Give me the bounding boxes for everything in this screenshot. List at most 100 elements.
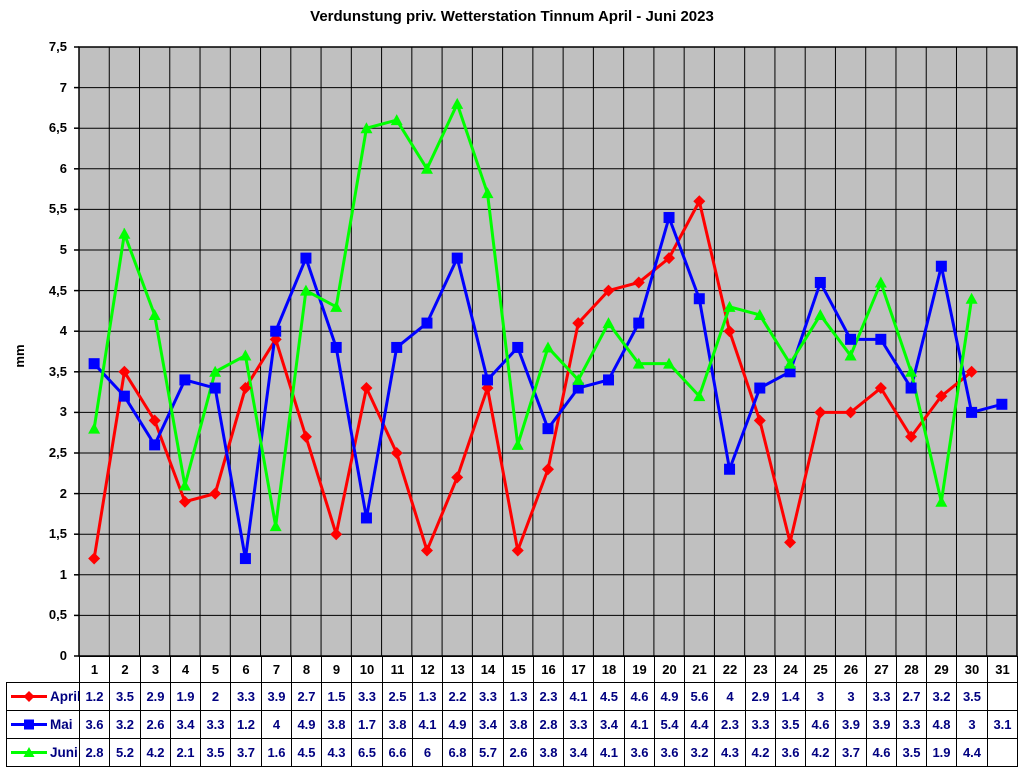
table-value-cell: 3.1 <box>987 710 1018 739</box>
table-value-cell: 3.3 <box>472 682 504 711</box>
table-value-cell: 4.6 <box>866 738 897 767</box>
square-marker-icon <box>88 358 100 370</box>
table-value-cell: 2.7 <box>291 682 322 711</box>
y-tick-label: 2 <box>59 485 67 501</box>
diamond-marker-icon <box>209 487 222 500</box>
triangle-marker-icon <box>874 276 887 288</box>
table-value-cell: 3 <box>805 682 836 711</box>
diamond-marker-icon <box>905 430 918 443</box>
triangle-marker-icon <box>23 747 35 757</box>
triangle-marker-icon <box>814 308 827 320</box>
diamond-marker-icon <box>330 528 343 541</box>
table-value-cell: 4.2 <box>745 738 776 767</box>
table-value-cell: 3.2 <box>926 682 957 711</box>
table-value-cell: 2.1 <box>170 738 201 767</box>
y-tick-label: 0,5 <box>48 607 67 623</box>
triangle-marker-icon <box>935 495 948 507</box>
day-header-cell: 22 <box>714 656 746 683</box>
day-header-cell: 26 <box>835 656 867 683</box>
table-value-cell: 5.2 <box>109 738 141 767</box>
table-value-cell: 1.3 <box>412 682 443 711</box>
table-value-cell <box>987 682 1018 711</box>
y-tick-label: 6,5 <box>48 120 67 136</box>
day-header-cell: 24 <box>775 656 806 683</box>
table-value-cell: 3.9 <box>261 682 292 711</box>
diamond-marker-icon <box>874 382 887 395</box>
table-value-cell: 3.5 <box>775 710 806 739</box>
day-header-cell: 14 <box>472 656 504 683</box>
legend-juni-key-icon <box>11 747 47 757</box>
table-value-cell: 3.8 <box>503 710 534 739</box>
table-value-cell: 2.5 <box>382 682 413 711</box>
table-value-cell: 4.1 <box>593 738 625 767</box>
y-tick-label: 6 <box>59 160 67 176</box>
square-marker-icon <box>330 341 342 353</box>
triangle-marker-icon <box>784 357 797 369</box>
table-value-cell: 2.8 <box>79 738 110 767</box>
series-name: Juni <box>50 745 78 760</box>
triangle-marker-icon <box>330 300 343 312</box>
series-name: Mai <box>50 717 73 732</box>
y-tick-label: 3 <box>59 404 67 420</box>
square-marker-icon <box>875 333 887 345</box>
square-marker-icon <box>300 252 312 264</box>
table-value-cell: 3.5 <box>896 738 927 767</box>
table-value-cell: 6 <box>412 738 443 767</box>
day-header-cell: 17 <box>563 656 594 683</box>
y-tick-label: 1,5 <box>48 526 67 542</box>
table-value-cell: 2.2 <box>442 682 473 711</box>
square-marker-icon <box>481 374 493 386</box>
day-header-cell: 5 <box>200 656 231 683</box>
table-value-cell: 3.7 <box>230 738 262 767</box>
table-value-cell: 2.9 <box>745 682 776 711</box>
table-value-cell: 4.1 <box>412 710 443 739</box>
table-value-cell: 3.3 <box>200 710 231 739</box>
diamond-marker-icon <box>814 406 827 419</box>
day-header-cell: 9 <box>321 656 352 683</box>
diamond-marker-icon <box>572 317 585 330</box>
table-value-cell: 3.3 <box>866 682 897 711</box>
triangle-marker-icon <box>723 300 736 312</box>
table-value-cell: 1.9 <box>926 738 957 767</box>
diamond-marker-icon <box>118 365 131 378</box>
square-marker-icon <box>239 553 251 565</box>
diamond-marker-icon <box>420 544 433 557</box>
table-value-cell: 3.8 <box>533 738 564 767</box>
diamond-marker-icon <box>723 325 736 338</box>
table-value-cell: 2.6 <box>140 710 171 739</box>
triangle-marker-icon <box>602 317 615 329</box>
square-marker-icon <box>270 325 282 337</box>
table-value-cell: 1.9 <box>170 682 201 711</box>
table-value-cell: 3.5 <box>109 682 141 711</box>
diamond-marker-icon <box>148 414 161 427</box>
square-marker-icon <box>724 463 736 475</box>
table-value-cell: 3.6 <box>775 738 806 767</box>
table-value-cell: 3.4 <box>472 710 504 739</box>
triangle-marker-icon <box>905 365 918 377</box>
triangle-marker-icon <box>965 292 978 304</box>
triangle-marker-icon <box>451 97 464 109</box>
triangle-marker-icon <box>481 187 494 199</box>
table-value-cell: 3.3 <box>745 710 776 739</box>
table-value-cell: 5.6 <box>684 682 715 711</box>
table-value-cell: 4.9 <box>291 710 322 739</box>
y-tick-label: 4 <box>59 323 67 339</box>
day-header-cell: 6 <box>230 656 262 683</box>
table-value-cell: 3.4 <box>170 710 201 739</box>
day-header-cell: 12 <box>412 656 443 683</box>
square-marker-icon <box>209 382 221 394</box>
day-header-cell: 16 <box>533 656 564 683</box>
legend-mai: Mai <box>6 710 80 739</box>
table-value-cell: 1.2 <box>79 682 110 711</box>
triangle-marker-icon <box>148 308 161 320</box>
table-value-cell: 3.7 <box>835 738 867 767</box>
triangle-marker-icon <box>693 390 706 402</box>
diamond-marker-icon <box>965 365 978 378</box>
table-value-cell: 4.1 <box>563 682 594 711</box>
table-value-cell: 4.2 <box>140 738 171 767</box>
table-value-cell: 1.4 <box>775 682 806 711</box>
table-value-cell: 3.3 <box>563 710 594 739</box>
triangle-marker-icon <box>360 122 373 134</box>
day-header-cell: 13 <box>442 656 473 683</box>
triangle-marker-icon <box>178 479 191 491</box>
